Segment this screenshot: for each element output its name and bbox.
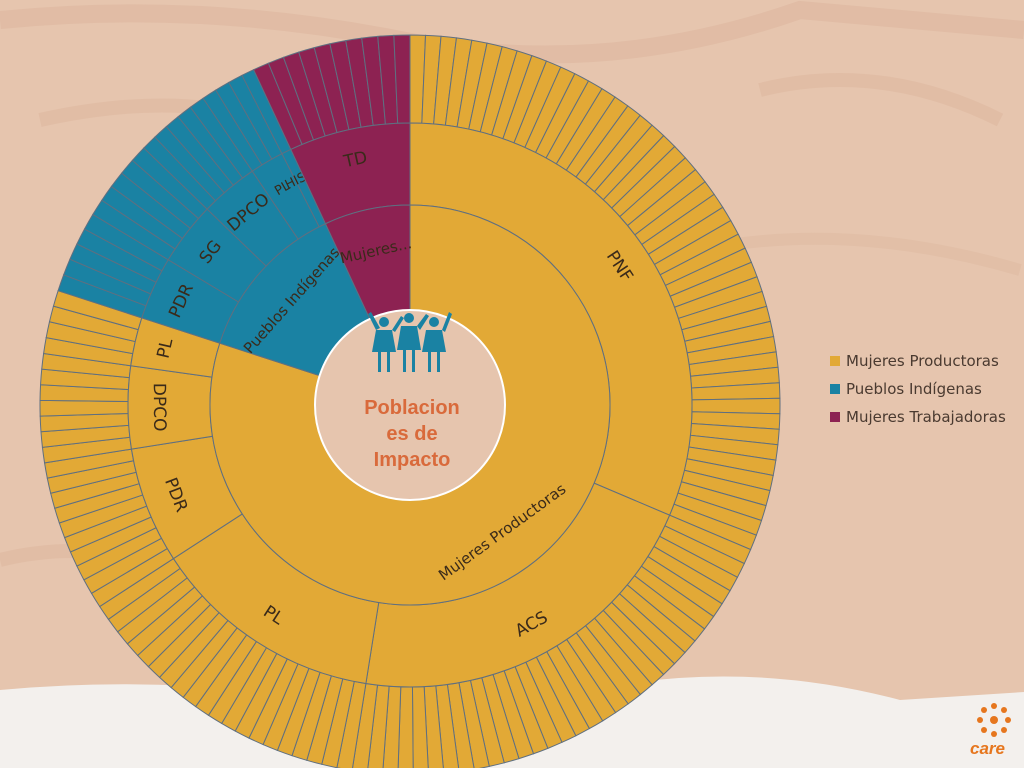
legend-swatch	[830, 412, 840, 422]
care-logo-text: care	[970, 739, 1005, 758]
legend-item-mujeres-trabajadoras: Mujeres Trabajadoras	[830, 403, 1006, 431]
legend-swatch	[830, 356, 840, 366]
women-icon	[368, 312, 452, 372]
center-label-line2: es de	[386, 423, 437, 445]
outer-ring-segment	[691, 397, 781, 415]
center-hub: Poblacion es de Impacto	[314, 309, 506, 501]
middle-ring-label: DPCO	[149, 383, 169, 432]
legend-label: Mujeres Trabajadoras	[846, 408, 1006, 426]
middle-ring-segment	[127, 365, 214, 450]
outer-ring-segment	[39, 399, 129, 417]
legend-swatch	[830, 384, 840, 394]
legend-label: Mujeres Productoras	[846, 352, 999, 370]
legend-item-mujeres-productoras: Mujeres Productoras	[830, 347, 1006, 375]
center-label-line1: Poblacion	[364, 397, 460, 419]
legend: Mujeres Productoras Pueblos Indígenas Mu…	[830, 347, 1006, 431]
care-logo-icon	[977, 703, 1011, 737]
center-label-line3: Impacto	[374, 449, 451, 471]
legend-item-pueblos-indigenas: Pueblos Indígenas	[830, 375, 1006, 403]
legend-label: Pueblos Indígenas	[846, 380, 982, 398]
